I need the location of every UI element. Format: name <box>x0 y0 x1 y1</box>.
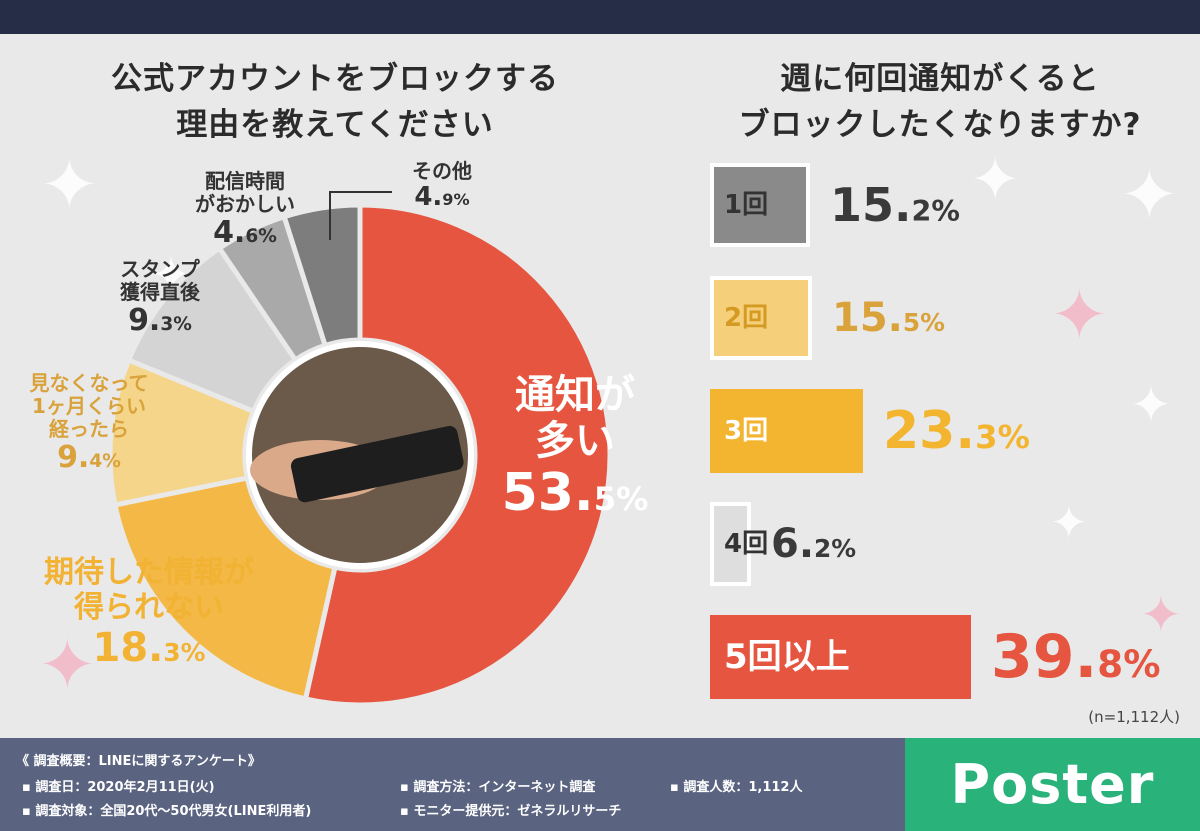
logo-area: Poster <box>905 738 1200 831</box>
bar: 2回 <box>710 276 812 360</box>
bar-category-label: 5回以上 <box>724 637 850 677</box>
left-title-line-1: 公式アカウントをブロックする <box>111 61 559 97</box>
other-leader-line <box>329 191 392 240</box>
sparkle-icon: ✦ <box>38 624 97 706</box>
slice-label-other: その他 4.9% <box>412 159 472 212</box>
slice-label-one-month: 見なくなって 1ヶ月くらい 経ったら 9.4% <box>29 371 149 475</box>
right-title-line-2: ブロックしたくなりますか? <box>738 107 1142 143</box>
left-chart-title: 公式アカウントをブロックする 理由を教えてください <box>40 56 630 148</box>
bar-value-label: 23.3% <box>883 401 1030 461</box>
bar-category-label: 3回 <box>724 416 769 446</box>
bar: 4回 <box>710 502 768 586</box>
left-title-line-2: 理由を教えてください <box>176 107 494 143</box>
sparkle-icon: ✦ <box>1120 154 1179 236</box>
bar-fill <box>714 167 806 243</box>
sparkle-icon: ✦ <box>40 144 99 226</box>
right-title-line-1: 週に何回通知がくると <box>780 61 1100 97</box>
sparkle-icon: ✦ <box>970 145 1021 215</box>
survey-date: ▪ 調査日：2020年2月11日(火) <box>22 780 215 795</box>
slice-label-notify-many: 通知が 多い 53.5% <box>501 372 649 523</box>
slice-label-delivery-time: 配信時間 がおかしい 4.6% <box>195 169 295 250</box>
donut-chart <box>110 191 613 708</box>
survey-target: ▪ 調査対象：全国20代〜50代男女(LINE利用者) <box>22 804 312 819</box>
survey-heading: 《 調査概要：LINEに関するアンケート》 <box>16 754 261 769</box>
sparkle-icon: ✦ <box>1050 496 1088 549</box>
slice-label-stamp: スタンプ 獲得直後 9.3% <box>120 257 200 338</box>
sparkle-icon: ✦ <box>1140 586 1182 644</box>
bar-value-label: 39.8% <box>991 622 1161 692</box>
top-bar <box>0 0 1200 34</box>
smartphone-shape <box>290 425 464 503</box>
donut-slice-5 <box>281 202 363 349</box>
survey-provider: ▪ モニター提供元：ゼネラルリサーチ <box>400 804 622 819</box>
donut-slice-0 <box>302 202 613 708</box>
bar: 3回 <box>710 389 863 473</box>
bar-category-label: 1回 <box>724 190 769 220</box>
bar: 1回 <box>710 163 810 247</box>
right-chart-title: 週に何回通知がくると ブロックしたくなりますか? <box>700 56 1180 148</box>
survey-footer: 《 調査概要：LINEに関するアンケート》 ▪ 調査日：2020年2月11日(火… <box>0 738 905 831</box>
bar: 5回以上 <box>710 615 971 699</box>
survey-count: ▪ 調査人数：1,112人 <box>670 780 803 795</box>
bar-fill <box>714 506 747 582</box>
sparkle-icon: ✦ <box>1130 376 1172 434</box>
bar-fill <box>714 280 808 356</box>
donut-slice-1 <box>112 475 338 702</box>
slice-label-expected-info: 期待した情報が 得られない 18.3% <box>44 555 254 671</box>
bar-category-label: 2回 <box>724 303 769 333</box>
survey-method: ▪ 調査方法：インターネット調査 <box>400 780 596 795</box>
bar-category-label: 4回 <box>724 529 769 559</box>
sparkle-icon: ✦ <box>1050 274 1109 356</box>
poster-logo: Poster <box>950 753 1155 816</box>
bar-value-label: 6.2% <box>771 521 857 567</box>
bar-value-label: 15.5% <box>832 295 945 341</box>
sample-size-note: (n=1,112人) <box>1088 708 1180 726</box>
bar-value-label: 15.2% <box>830 178 960 232</box>
